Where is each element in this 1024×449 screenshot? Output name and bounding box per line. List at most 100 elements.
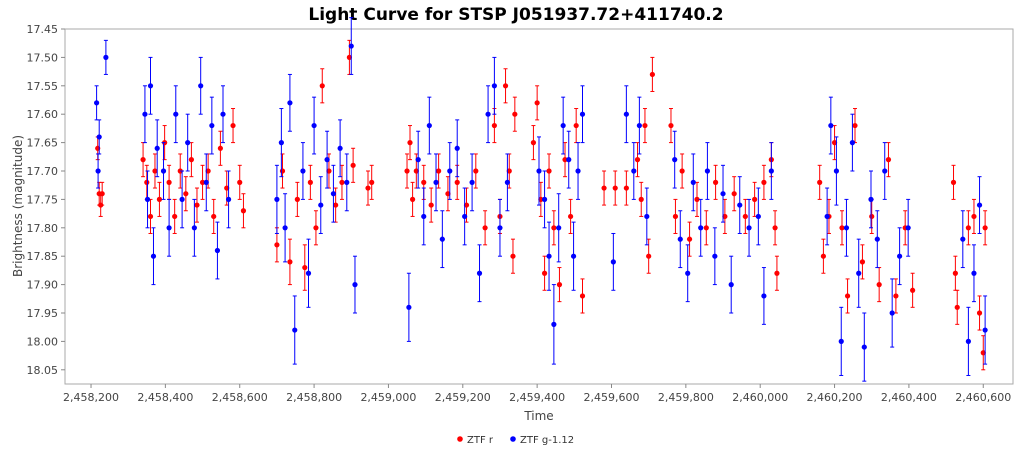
data-marker bbox=[199, 179, 206, 185]
x-tick-label: 2,458,200 bbox=[63, 391, 119, 404]
data-marker bbox=[179, 196, 185, 202]
data-point bbox=[644, 187, 650, 246]
data-marker bbox=[506, 168, 512, 174]
data-marker bbox=[954, 304, 960, 310]
data-marker bbox=[491, 83, 497, 89]
data-point bbox=[305, 238, 312, 308]
data-point bbox=[965, 210, 971, 246]
data-point bbox=[562, 142, 568, 178]
data-point bbox=[623, 85, 629, 144]
y-tick-label: 17.45 bbox=[27, 23, 59, 36]
data-point bbox=[311, 96, 317, 155]
data-marker bbox=[279, 168, 286, 174]
data-marker bbox=[205, 168, 211, 174]
data-point bbox=[722, 198, 728, 234]
y-tick-label: 17.90 bbox=[27, 279, 59, 292]
data-point bbox=[330, 164, 337, 223]
x-tick-label: 2,459,600 bbox=[584, 391, 640, 404]
chart-title: Light Curve for STSP J051937.72+411740.2 bbox=[308, 5, 723, 25]
data-marker bbox=[568, 213, 574, 220]
data-point bbox=[292, 295, 298, 365]
data-marker bbox=[728, 282, 734, 288]
data-point bbox=[279, 153, 286, 189]
data-point bbox=[668, 108, 674, 144]
data-marker bbox=[211, 213, 217, 220]
y-tick-label: 17.75 bbox=[27, 193, 59, 206]
data-marker bbox=[579, 111, 586, 117]
data-point bbox=[433, 153, 439, 212]
data-marker bbox=[144, 196, 151, 202]
data-marker bbox=[610, 259, 616, 265]
data-marker bbox=[497, 225, 503, 231]
data-marker bbox=[302, 264, 308, 271]
data-point bbox=[746, 198, 752, 257]
data-point bbox=[439, 210, 445, 269]
x-tick-label: 2,459,800 bbox=[658, 391, 714, 404]
data-marker bbox=[976, 202, 983, 208]
data-marker bbox=[300, 168, 306, 174]
data-point bbox=[426, 96, 432, 155]
data-point bbox=[191, 198, 197, 257]
data-marker bbox=[546, 253, 552, 259]
data-point bbox=[536, 136, 542, 206]
data-marker bbox=[546, 168, 552, 174]
data-point bbox=[337, 119, 343, 178]
data-point bbox=[462, 187, 468, 246]
y-tick-label: 17.70 bbox=[27, 165, 59, 178]
data-marker bbox=[722, 213, 728, 220]
data-marker bbox=[889, 310, 895, 316]
data-marker bbox=[649, 71, 655, 78]
data-point bbox=[768, 142, 774, 200]
data-point bbox=[194, 187, 200, 223]
data-marker bbox=[510, 253, 516, 259]
x-tick-label: 2,458,400 bbox=[137, 391, 193, 404]
data-marker bbox=[352, 282, 358, 288]
data-marker bbox=[436, 168, 442, 174]
x-tick-label: 2,458,800 bbox=[286, 391, 342, 404]
data-point bbox=[551, 284, 557, 365]
data-point bbox=[313, 210, 319, 246]
data-marker bbox=[551, 321, 557, 327]
data-marker bbox=[191, 225, 197, 231]
data-point bbox=[982, 295, 988, 365]
series-ztf-r bbox=[95, 39, 988, 371]
data-point bbox=[852, 108, 858, 144]
data-marker bbox=[534, 100, 540, 106]
data-marker bbox=[287, 100, 293, 106]
data-point bbox=[198, 56, 204, 115]
data-point bbox=[160, 142, 167, 200]
data-point bbox=[556, 193, 562, 263]
data-marker bbox=[220, 111, 226, 117]
data-marker bbox=[154, 145, 160, 151]
x-tick-label: 2,460,400 bbox=[881, 391, 937, 404]
data-marker bbox=[454, 179, 460, 185]
x-tick-label: 2,460,600 bbox=[955, 391, 1011, 404]
data-point bbox=[954, 289, 960, 325]
data-marker bbox=[447, 168, 453, 174]
data-marker bbox=[350, 162, 356, 168]
data-marker bbox=[152, 168, 158, 174]
data-marker bbox=[742, 213, 748, 220]
data-marker bbox=[679, 168, 685, 174]
data-marker bbox=[307, 179, 313, 185]
data-marker bbox=[893, 293, 899, 299]
data-point bbox=[698, 198, 704, 257]
data-point bbox=[454, 119, 460, 178]
data-point bbox=[761, 164, 767, 200]
data-point bbox=[230, 108, 236, 144]
data-marker bbox=[960, 236, 966, 242]
data-marker bbox=[541, 270, 548, 276]
data-marker bbox=[982, 225, 988, 231]
data-point bbox=[952, 255, 958, 291]
data-point bbox=[473, 153, 479, 189]
y-axis: 17.45 17.50 17.55 17.60 17.65 17.70 17.75 17.80… bbox=[27, 23, 65, 377]
data-point bbox=[556, 267, 563, 303]
data-marker bbox=[413, 168, 419, 174]
data-marker bbox=[677, 236, 683, 242]
y-tick-label: 17.80 bbox=[27, 222, 59, 235]
data-marker bbox=[445, 191, 451, 197]
data-point bbox=[874, 210, 880, 269]
data-marker bbox=[566, 157, 572, 163]
data-marker bbox=[282, 225, 288, 231]
data-marker bbox=[274, 242, 280, 248]
